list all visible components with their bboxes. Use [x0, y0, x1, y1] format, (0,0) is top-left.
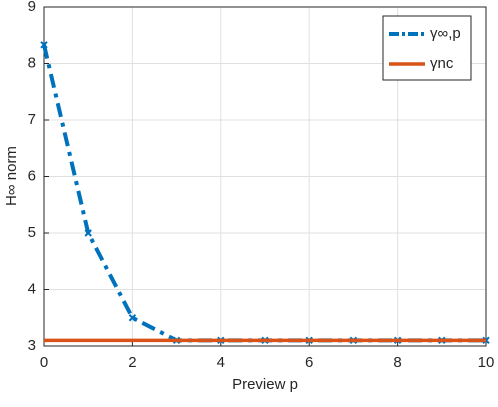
- x-tick-label: 10: [478, 354, 495, 371]
- x-tick-label: 4: [217, 354, 225, 371]
- marker: [40, 41, 48, 49]
- y-tick-label: 8: [28, 54, 36, 71]
- y-tick-label: 6: [28, 167, 36, 184]
- axes-box: [43, 6, 487, 347]
- y-tick-label: 7: [28, 111, 36, 128]
- marker: [84, 229, 92, 237]
- marker: [128, 314, 137, 322]
- x-tick-label: 8: [393, 354, 401, 371]
- y-tick-label: 4: [28, 280, 36, 297]
- y-tick-label: 5: [28, 224, 36, 241]
- legend-label: γnc: [430, 55, 454, 72]
- y-axis-label: H∞ norm: [3, 146, 20, 206]
- x-tick-label: 6: [305, 354, 313, 371]
- y-tick-label: 3: [28, 337, 36, 354]
- y-tick-label: 9: [28, 0, 36, 15]
- legend-box: [382, 15, 472, 81]
- x-axis-label: Preview p: [232, 376, 298, 393]
- legend-label: γ∞,p: [430, 25, 461, 42]
- x-tick-label: 0: [40, 354, 48, 371]
- x-tick-label: 2: [128, 354, 136, 371]
